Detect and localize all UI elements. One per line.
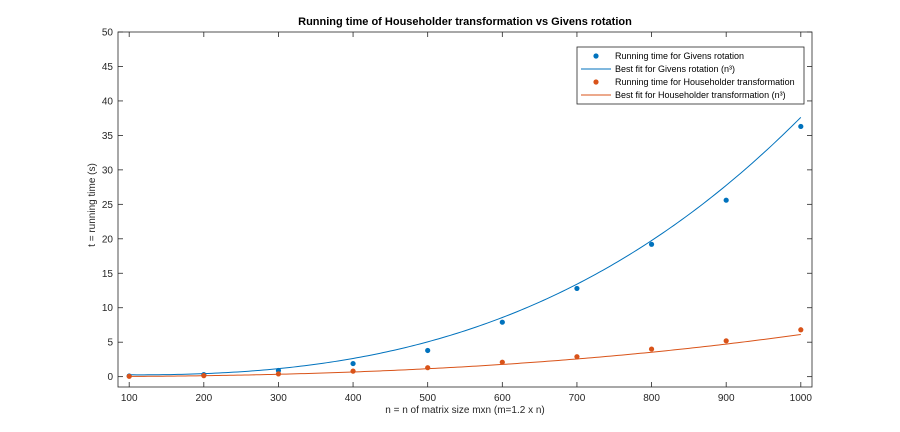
series-2-point	[425, 365, 431, 371]
series-2-point	[350, 368, 356, 374]
series-2-point	[723, 338, 729, 344]
series-0-point	[350, 360, 356, 367]
series-layer	[126, 116, 804, 379]
legend-point-swatch	[593, 53, 599, 59]
series-2-point	[798, 327, 804, 333]
y-axis-label: t = running time (s)	[87, 163, 98, 247]
x-tick-label: 500	[419, 393, 436, 404]
y-tick-label: 25	[102, 200, 114, 211]
y-tick-label: 10	[102, 303, 114, 314]
series-0-point	[798, 123, 804, 130]
series-0-point	[574, 285, 580, 292]
series-0-point	[425, 347, 431, 354]
y-tick-label: 30	[102, 165, 114, 176]
series-2-point	[648, 346, 655, 352]
series-line-1	[129, 116, 802, 376]
y-tick-label: 35	[102, 131, 114, 142]
chart-title: Running time of Householder transformati…	[298, 16, 632, 28]
x-tick-label: 200	[195, 393, 212, 404]
y-tick-label: 20	[102, 234, 114, 245]
series-2-point	[574, 354, 580, 360]
legend-box	[576, 46, 805, 105]
y-tick-label: 0	[107, 372, 113, 383]
series-2-point	[499, 359, 505, 365]
axis-ticks: 100 200 300 400 500 600 700 800 900 1000 0 5 10 15 20 2…	[102, 28, 812, 405]
x-tick-label: 700	[569, 393, 586, 404]
x-tick-label: 1000	[790, 393, 813, 404]
x-tick-label: 900	[718, 393, 735, 404]
series-line-3	[129, 333, 801, 377]
axes-box	[117, 31, 813, 388]
x-tick-label: 300	[270, 393, 287, 404]
y-tick-label: 40	[102, 96, 114, 107]
y-tick-label: 15	[102, 269, 114, 280]
legend-point-swatch	[593, 79, 599, 85]
x-tick-label: 800	[643, 393, 660, 404]
series-0-point	[648, 241, 655, 247]
x-tick-label: 600	[494, 393, 511, 404]
plot-area	[117, 31, 813, 388]
legend-entry: Running time for Householder transformat…	[615, 77, 795, 87]
x-tick-label: 100	[121, 393, 138, 404]
legend-entry: Best fit for Householder transformation …	[615, 90, 786, 100]
legend: Running time for Givens rotation Best fit…	[576, 46, 805, 105]
y-tick-label: 45	[102, 62, 114, 73]
series-0-point	[499, 319, 505, 325]
y-tick-label: 5	[107, 338, 113, 349]
x-axis-label: n = n of matrix size mxn (m=1.2 x n)	[385, 405, 545, 416]
y-tick-label: 50	[102, 28, 114, 39]
legend-entry: Best fit for Givens rotation (n³)	[615, 64, 735, 74]
x-tick-label: 400	[345, 393, 362, 404]
series-0-point	[723, 197, 729, 203]
legend-entry: Running time for Givens rotation	[615, 51, 744, 61]
